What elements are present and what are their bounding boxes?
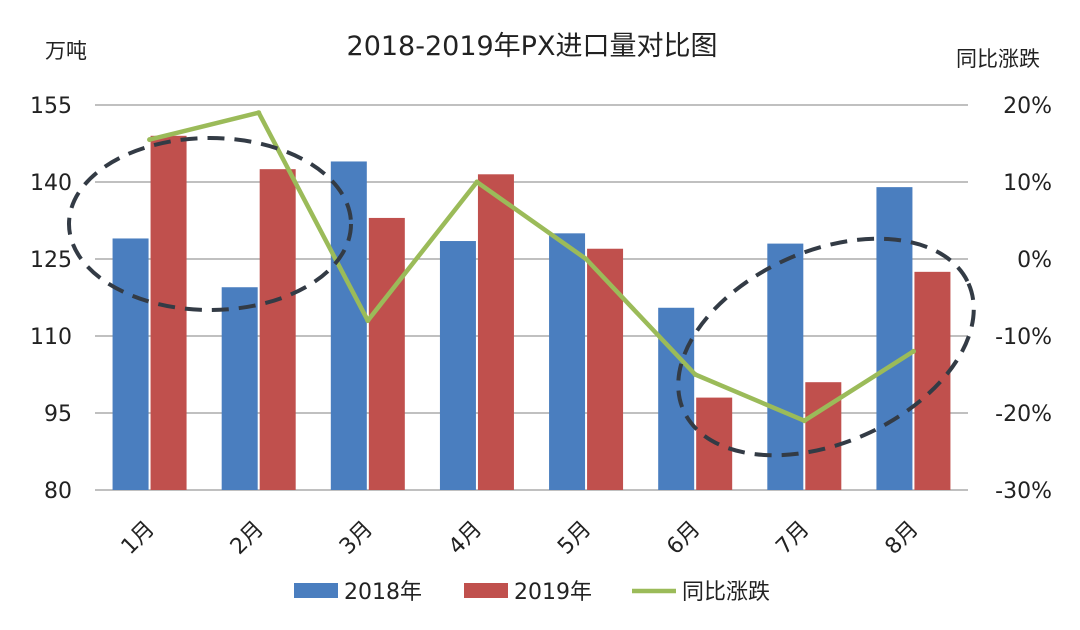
bar-2018-4 — [439, 241, 476, 490]
left-tick-label: 125 — [30, 248, 72, 273]
bar-2018-6 — [658, 307, 695, 490]
right-axis-ticks: 20% 10% 0% -10% -20% -30% — [995, 94, 1052, 504]
bar-2019-1 — [150, 135, 187, 491]
bar-2018-8 — [876, 187, 913, 490]
bar-2018-7 — [767, 243, 804, 490]
legend-swatch-2018 — [294, 583, 338, 598]
bar-2019-3 — [368, 217, 405, 490]
chart-title: 2018-2019年PX进口量对比图 — [347, 31, 718, 62]
left-axis-ticks: 155 140 125 110 95 80 — [30, 94, 72, 504]
category-label: 1月 — [117, 517, 160, 560]
bar-2018-5 — [549, 233, 586, 491]
yoy-point-5 — [583, 256, 589, 262]
legend-swatch-2019 — [464, 583, 508, 598]
bar-series — [112, 135, 951, 491]
yoy-point-4 — [474, 179, 480, 185]
right-tick-label: 0% — [1017, 248, 1052, 273]
legend-label-yoy: 同比涨跌 — [682, 580, 770, 605]
left-axis-unit: 万吨 — [45, 39, 87, 63]
right-tick-label: -10% — [995, 325, 1052, 350]
legend: 2018年 2019年 同比涨跌 — [294, 580, 770, 605]
category-label: 2月 — [226, 517, 269, 560]
bar-2018-2 — [221, 287, 258, 490]
yoy-point-6 — [692, 372, 698, 377]
category-label: 8月 — [881, 517, 924, 560]
legend-label-2018: 2018年 — [344, 580, 422, 605]
dashed-ellipse-jan-feb — [67, 136, 353, 312]
left-tick-label: 80 — [44, 479, 72, 504]
left-tick-label: 95 — [44, 402, 72, 427]
right-tick-label: -30% — [995, 479, 1052, 504]
bar-2019-8 — [914, 271, 951, 490]
category-labels: 1月 2月 3月 4月 5月 6月 7月 8月 — [117, 517, 924, 560]
yoy-point-8 — [910, 348, 916, 354]
category-label: 5月 — [553, 517, 596, 560]
legend-label-2019: 2019年 — [514, 580, 592, 605]
yoy-point-7 — [801, 418, 807, 424]
bar-2019-5 — [587, 248, 624, 490]
category-label: 4月 — [444, 517, 487, 560]
bar-2019-4 — [477, 174, 514, 491]
category-label: 7月 — [771, 517, 814, 560]
left-tick-label: 110 — [30, 325, 72, 350]
bar-2019-2 — [259, 169, 296, 490]
yoy-point-2 — [256, 110, 262, 116]
yoy-point-1 — [147, 137, 153, 143]
annotation-layer — [67, 136, 976, 458]
category-label: 3月 — [335, 517, 378, 560]
right-tick-label: 20% — [1003, 94, 1052, 119]
right-tick-label: -20% — [995, 402, 1052, 427]
bar-2018-1 — [112, 238, 149, 490]
right-axis-unit: 同比涨跌 — [956, 47, 1040, 71]
yoy-point-3 — [365, 318, 371, 324]
category-label: 6月 — [662, 517, 705, 560]
left-tick-label: 155 — [30, 94, 72, 119]
left-tick-label: 140 — [30, 171, 72, 196]
right-tick-label: 10% — [1003, 171, 1052, 196]
